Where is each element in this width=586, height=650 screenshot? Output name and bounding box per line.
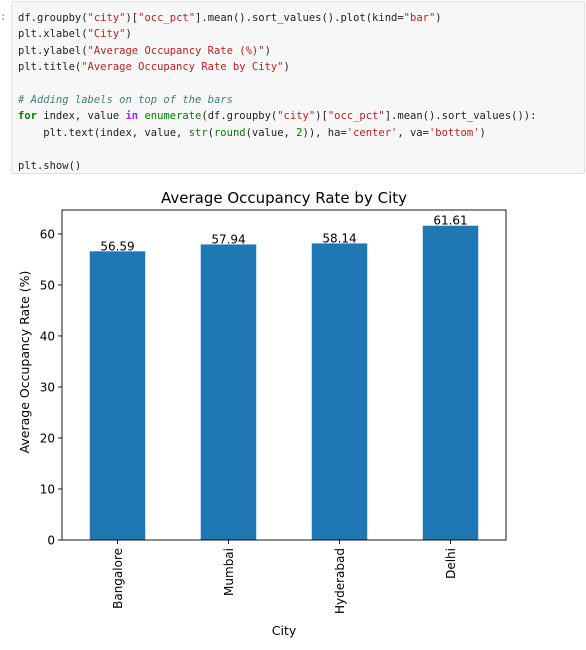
axes-layer: Bangalore Mumbai Hyderabad Delhi 0 10 20 30 40 50… [40, 209, 507, 614]
y-tick-label: 30 [40, 380, 55, 394]
x-tick-label: Delhi [444, 548, 458, 579]
code-token: "Average Occupancy Rate by City" [81, 61, 284, 74]
code-number: 2 [296, 126, 303, 139]
code-line-7: for index, value in enumerate(df.groupby… [18, 108, 584, 124]
y-tick-label: 20 [40, 431, 55, 445]
code-line-9 [18, 141, 584, 157]
code-keyword: in [125, 110, 139, 123]
value-labels-layer: 56.59 57.94 58.14 61.61 [100, 214, 467, 254]
code-token: , va= [397, 126, 429, 139]
code-line-4: plt.title("Average Occupancy Rate by Cit… [18, 59, 584, 75]
bar [89, 251, 146, 541]
plot-frame [61, 209, 507, 541]
code-token: "city" [277, 110, 316, 123]
code-token: ) [479, 126, 486, 139]
code-token: "occ_pct" [138, 12, 196, 24]
code-builtin: round [213, 126, 246, 139]
code-token: plt.ylabel( [18, 44, 88, 57]
bar-value-label: 56.59 [100, 239, 134, 253]
code-line-10: plt.show() [18, 158, 584, 173]
x-tick-label: Mumbai [222, 548, 236, 596]
y-tick-label: 10 [40, 482, 55, 496]
cell-output: Average Occupancy Rate by City Average O… [0, 178, 586, 650]
code-token: 'center' [346, 126, 398, 139]
code-line-5 [18, 76, 584, 92]
code-token: ].mean().sort_values()): [384, 110, 537, 123]
bar [200, 244, 257, 540]
code-token: plt.text(index, value, [18, 126, 189, 139]
y-axis-label: Average Occupancy Rate (%) [17, 271, 32, 454]
code-token: df.groupby( [18, 12, 88, 24]
code-line-1: df.groupby("city")["occ_pct"].mean().sor… [18, 10, 584, 26]
code-comment: # Adding labels on top of the bars [18, 93, 233, 106]
code-builtin: enumerate [144, 110, 202, 123]
code-token: "City" [87, 28, 126, 41]
code-token: "Average Occupancy Rate (%)" [87, 44, 265, 57]
code-line-2: plt.xlabel("City") [18, 26, 584, 42]
code-line-6: # Adding labels on top of the bars [18, 92, 584, 108]
code-token: plt.xlabel( [18, 28, 88, 41]
bar [311, 243, 368, 540]
bar-value-label: 61.61 [433, 214, 467, 228]
code-token: (value, [245, 126, 297, 139]
y-tick-label: 60 [40, 227, 55, 241]
code-token: ) [435, 12, 442, 24]
code-token: )), ha= [302, 126, 347, 139]
cell-prompt: : [0, 10, 7, 23]
code-token: ].mean().sort_values().plot(kind= [195, 12, 404, 24]
code-cell[interactable]: df.groupby("city")["occ_pct"].mean().sor… [11, 1, 585, 174]
x-tick-label: Bangalore [111, 548, 125, 609]
code-token: (df.groupby( [201, 110, 278, 123]
code-keyword: for [18, 110, 37, 123]
code-token: )[ [125, 12, 139, 24]
code-token: plt.title( [18, 61, 82, 74]
code-token: )[ [315, 110, 328, 123]
bar-value-label: 57.94 [211, 232, 245, 246]
code-token: plt.show() [18, 159, 82, 172]
code-token: "bar" [403, 12, 436, 24]
code-token: 'bottom' [428, 126, 480, 139]
bar [422, 225, 479, 540]
bar-chart: Average Occupancy Rate by City Average O… [17, 189, 507, 638]
code-line-8: plt.text(index, value, str(round(value, … [18, 125, 584, 141]
code-token: ) [125, 28, 132, 41]
code-token: "occ_pct" [327, 110, 385, 123]
bars-layer [89, 225, 479, 541]
code-line-3: plt.ylabel("Average Occupancy Rate (%)") [18, 43, 584, 59]
chart-title: Average Occupancy Rate by City [161, 189, 407, 207]
bar-value-label: 58.14 [322, 231, 356, 245]
code-token: ) [264, 44, 271, 57]
y-tick-label: 0 [47, 534, 55, 548]
y-tick-label: 40 [40, 329, 55, 343]
code-token: ) [283, 61, 290, 74]
code-token: ( [207, 126, 214, 139]
x-axis-label: City [272, 623, 297, 638]
code-token: "city" [87, 12, 126, 24]
x-tick-label: Hyderabad [333, 548, 347, 614]
y-tick-label: 50 [40, 278, 55, 292]
code-builtin: str [188, 126, 208, 139]
code-token: index, value [36, 110, 126, 123]
